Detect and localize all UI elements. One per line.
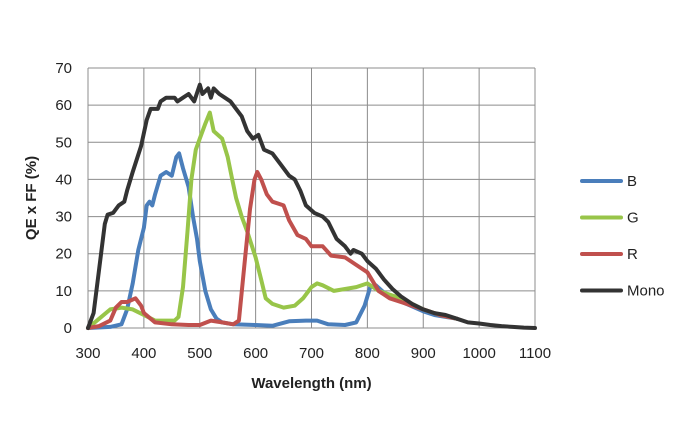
y-axis-title: QE x FF (%) <box>23 156 40 240</box>
legend-label: R <box>627 246 638 263</box>
y-tick-label: 70 <box>55 60 72 77</box>
legend: B G R Mono <box>580 173 665 300</box>
y-tick-label: 20 <box>55 246 72 263</box>
x-tick-label: 400 <box>131 345 156 362</box>
x-tick-label: 1000 <box>462 345 495 362</box>
y-tick-label: 40 <box>55 171 72 188</box>
legend-item-b: B <box>580 173 637 190</box>
legend-item-g: G <box>580 210 639 227</box>
legend-label: B <box>627 173 637 190</box>
legend-item-mono: Mono <box>580 283 665 300</box>
y-tick-label: 30 <box>55 209 72 226</box>
series-line-mono <box>86 82 537 330</box>
x-axis-title: Wavelength (nm) <box>251 375 371 392</box>
y-tick-label: 10 <box>55 283 72 300</box>
y-tick-label: 0 <box>64 320 72 337</box>
x-tick-label: 300 <box>75 345 100 362</box>
x-tick-label: 500 <box>187 345 212 362</box>
x-axis-ticks: 300 400 500 600 700 800 900 1000 1100 <box>75 345 551 362</box>
legend-label: G <box>627 210 639 227</box>
y-axis-ticks: 0 10 20 30 40 50 60 70 <box>55 60 72 337</box>
y-tick-label: 50 <box>55 134 72 151</box>
series-lines <box>86 82 537 330</box>
x-tick-label: 1100 <box>519 345 551 362</box>
y-tick-label: 60 <box>55 97 72 114</box>
series-line-r <box>86 170 459 330</box>
legend-label: Mono <box>627 283 665 300</box>
legend-item-r: R <box>580 246 638 263</box>
series-line-g <box>86 110 459 330</box>
x-tick-label: 800 <box>355 345 380 362</box>
x-tick-label: 900 <box>411 345 436 362</box>
x-tick-label: 600 <box>243 345 268 362</box>
x-tick-label: 700 <box>299 345 324 362</box>
